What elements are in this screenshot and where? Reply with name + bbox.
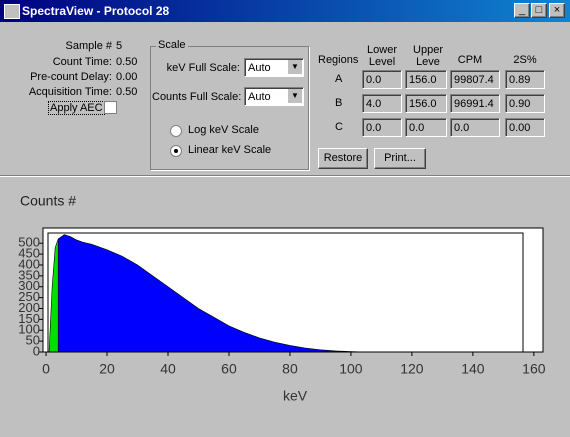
x-tick-label: 100	[339, 361, 363, 377]
region-name: A	[335, 73, 343, 85]
upper-header: Upper Leve	[413, 44, 443, 68]
region-name: B	[335, 97, 343, 109]
2s-header: 2S%	[513, 54, 537, 66]
region-field: 156.0	[405, 70, 447, 89]
x-tick-label: 140	[461, 361, 485, 377]
window-title: SpectraView - Protocol 28	[22, 4, 170, 18]
scale-title: Scale	[156, 39, 188, 51]
y-tick-label: 400	[18, 256, 40, 271]
lower-header: Lower Level	[367, 44, 397, 68]
region-field: 0.0	[405, 118, 447, 137]
x-tick-label: 120	[400, 361, 424, 377]
region-field: 4.0	[362, 94, 402, 113]
info-value: 5	[116, 40, 123, 52]
region-name: C	[335, 121, 343, 133]
log-radio[interactable]	[170, 125, 182, 137]
log-label[interactable]: Log keV Scale	[188, 124, 259, 136]
linear-radio[interactable]	[170, 145, 182, 157]
apply-aec-checkbox[interactable]	[104, 101, 117, 114]
info-label: Acquisition Time:	[28, 86, 112, 98]
info-value: 0.50	[116, 86, 138, 98]
counts-scale-select[interactable]: Auto ▼	[244, 87, 304, 106]
y-tick-label: 350	[18, 267, 40, 282]
region-field: 0.00	[505, 118, 545, 137]
separator	[0, 175, 570, 177]
linear-label[interactable]: Linear keV Scale	[188, 144, 272, 156]
region-field: 99807.4	[450, 70, 500, 89]
region-field: 0.89	[505, 70, 545, 89]
counts-scale-value: Auto	[248, 91, 271, 103]
region-field: 156.0	[405, 94, 447, 113]
info-label: Sample #	[65, 40, 112, 52]
region-marker	[47, 232, 524, 353]
regions-header: Regions	[318, 54, 359, 66]
x-tick-label: 60	[221, 361, 237, 377]
kev-scale-select[interactable]: Auto ▼	[244, 58, 304, 77]
y-tick-label: 450	[18, 246, 40, 261]
info-label: Pre-count Delay:	[30, 71, 112, 83]
minimize-button[interactable]: _	[514, 3, 530, 18]
y-tick-label: 200	[18, 300, 40, 315]
kev-scale-value: Auto	[248, 62, 271, 74]
counts-scale-label: Counts Full Scale:	[152, 91, 242, 103]
y-tick-label: 500	[18, 235, 40, 250]
x-tick-label: 40	[160, 361, 176, 377]
x-tick-label: 0	[42, 361, 50, 377]
y-tick-label: 150	[18, 311, 40, 326]
region-field: 96991.4	[450, 94, 500, 113]
y-tick-label: 250	[18, 289, 40, 304]
close-button[interactable]: ×	[549, 3, 565, 18]
y-tick-label: 100	[18, 322, 40, 337]
info-value: 0.50	[116, 56, 138, 68]
region-field: 0.90	[505, 94, 545, 113]
region-field: 0.0	[362, 118, 402, 137]
y-tick-label: 300	[18, 278, 40, 293]
info-label: Count Time:	[52, 56, 112, 68]
maximize-button[interactable]: □	[531, 3, 547, 18]
x-tick-label: 20	[99, 361, 115, 377]
info-value: 0.00	[116, 71, 138, 83]
scale-group	[150, 46, 309, 170]
y-tick-label: 50	[26, 333, 40, 348]
kev-scale-label: keV Full Scale:	[166, 62, 240, 74]
y-tick-label: 0	[33, 343, 40, 358]
app-icon	[4, 4, 20, 19]
print-button[interactable]: Print...	[374, 148, 426, 169]
region-field: 0.0	[450, 118, 500, 137]
title-bar: SpectraView - Protocol 28 _ □ ×	[0, 0, 570, 22]
x-axis-title: keV	[283, 388, 308, 404]
x-tick-label: 80	[282, 361, 298, 377]
x-tick-label: 160	[522, 361, 546, 377]
spectrum-area	[57, 234, 367, 353]
cpm-header: CPM	[457, 54, 483, 66]
restore-button[interactable]: Restore	[318, 148, 368, 169]
region-field: 0.0	[362, 70, 402, 89]
y-axis-title: Counts #	[20, 193, 76, 209]
